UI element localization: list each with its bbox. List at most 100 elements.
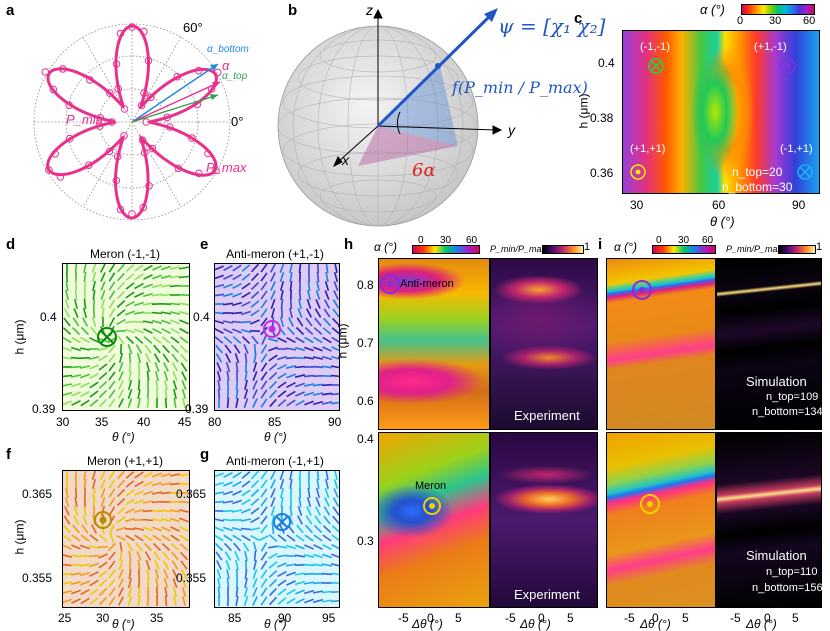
panel-b-letter: b [288, 2, 298, 19]
field-arrow [332, 299, 339, 309]
measurement-point [139, 203, 148, 212]
field-arrow [89, 534, 99, 542]
field-arrow [215, 518, 225, 522]
panel-b-poincare-sphere [277, 8, 503, 227]
field-arrow [226, 379, 230, 391]
field-arrow [162, 353, 170, 363]
measurement-point [114, 84, 122, 93]
field-arrow [63, 317, 71, 327]
field-arrow [304, 327, 314, 335]
field-arrow [333, 488, 339, 498]
field-arrow [295, 534, 305, 542]
field-arrow [153, 353, 161, 363]
field-arrow [267, 545, 279, 549]
field-arrow [289, 487, 293, 499]
field-arrow [260, 551, 268, 561]
field-arrow [63, 356, 73, 360]
measurement-point [163, 113, 171, 122]
field-arrow [180, 569, 188, 579]
field-arrow [152, 542, 162, 552]
panel-j-xtick-r0: -5 [505, 611, 516, 625]
panel-c-cbar-tick-30: 30 [769, 15, 782, 27]
field-arrow [119, 541, 123, 553]
panel-d-marker [97, 327, 117, 347]
measurement-point [137, 101, 146, 110]
field-arrow [325, 479, 329, 489]
field-arrow [108, 299, 116, 309]
field-arrow [65, 271, 69, 283]
panel-e-field [214, 263, 340, 411]
field-arrow [215, 526, 224, 532]
field-arrow [91, 478, 97, 490]
field-arrow [303, 356, 315, 360]
field-arrow [234, 551, 240, 561]
field-arrow [135, 542, 143, 552]
panel-c-cbar-tick-0: 0 [737, 15, 744, 27]
field-arrow [313, 327, 323, 335]
field-arrow [71, 400, 81, 406]
field-arrow [231, 509, 243, 513]
field-arrow [331, 534, 339, 542]
field-arrow [163, 371, 169, 381]
field-arrow [72, 515, 80, 525]
field-arrow [270, 488, 276, 498]
field-arrow [108, 317, 116, 327]
field-arrow [161, 336, 171, 344]
field-arrow [232, 282, 242, 290]
field-arrow [125, 534, 135, 542]
field-arrow [277, 579, 287, 587]
field-arrow [178, 509, 189, 513]
field-arrow [314, 317, 322, 327]
field-arrow [83, 505, 87, 517]
field-arrow [144, 344, 152, 354]
field-arrow [253, 550, 257, 562]
measurement-point [144, 56, 153, 65]
field-arrow [143, 471, 153, 479]
field-arrow [215, 311, 225, 315]
field-arrow [155, 388, 159, 400]
field-arrow [90, 326, 98, 336]
field-arrow [232, 336, 242, 344]
panel-i-ratio-map [716, 258, 822, 430]
field-arrow [321, 563, 333, 567]
field-arrow [268, 380, 278, 390]
field-arrow [321, 392, 333, 396]
field-arrow [260, 596, 268, 606]
field-arrow [80, 534, 90, 542]
field-arrow [298, 487, 302, 499]
field-arrow [92, 289, 96, 301]
field-arrow [161, 327, 171, 335]
field-arrow [133, 311, 145, 315]
field-arrow [235, 586, 239, 598]
measurement-point [140, 148, 149, 157]
field-arrow [143, 328, 153, 334]
measurement-point [59, 65, 67, 73]
field-arrow [330, 365, 339, 369]
field-arrow [170, 336, 180, 344]
field-arrow [181, 380, 187, 390]
axis-z-label: z [366, 2, 373, 18]
field-arrow [231, 311, 243, 315]
field-arrow [137, 559, 141, 571]
field-arrow [91, 271, 97, 283]
field-arrow [179, 517, 189, 523]
measurement-point [212, 166, 220, 175]
field-arrow [322, 543, 332, 551]
field-arrow [181, 388, 187, 400]
field-arrow [331, 525, 339, 533]
field-arrow [172, 586, 178, 598]
field-arrow [170, 344, 180, 354]
field-arrow [133, 320, 145, 324]
field-arrow [295, 391, 305, 397]
field-arrow [63, 563, 73, 567]
field-arrow [100, 272, 106, 282]
field-arrow [250, 291, 260, 299]
panel-i-tag: Simulation [746, 374, 807, 389]
field-arrow [253, 560, 257, 570]
field-arrow [127, 586, 133, 598]
field-arrow [125, 335, 135, 345]
field-arrow [134, 490, 144, 496]
field-arrow [89, 337, 99, 343]
field-arrow [315, 487, 321, 499]
panel-c-letter: c [574, 10, 583, 27]
